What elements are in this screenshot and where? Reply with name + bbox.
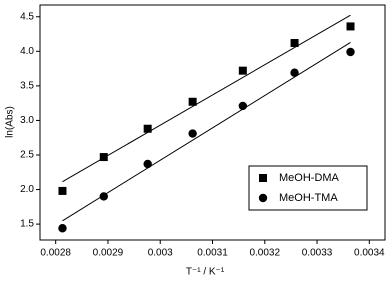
marker-square xyxy=(58,186,67,195)
x-tick-label: 0.003 xyxy=(148,248,173,259)
y-axis-label: ln(Abs) xyxy=(5,106,16,138)
x-tick-label: 0.0028 xyxy=(40,248,71,259)
marker-circle xyxy=(99,192,108,201)
marker-square xyxy=(188,97,197,106)
x-axis-label: T⁻¹ / K⁻¹ xyxy=(186,267,225,278)
marker-circle xyxy=(188,129,197,138)
x-tick-label: 0.0029 xyxy=(93,248,124,259)
fit-line xyxy=(62,14,351,183)
marker-circle xyxy=(258,193,268,203)
x-tick-label: 0.0031 xyxy=(197,248,228,259)
marker-circle xyxy=(290,68,299,77)
marker-circle xyxy=(238,101,248,111)
x-tick-label: 0.0033 xyxy=(302,248,333,259)
y-tick-label: 4.0 xyxy=(20,46,34,57)
marker-square xyxy=(143,124,152,133)
marker-circle xyxy=(58,224,67,233)
y-tick-label: 3.5 xyxy=(20,81,34,92)
x-tick-label: 0.0034 xyxy=(354,248,385,259)
x-tick-label: 0.0032 xyxy=(249,248,280,259)
marker-square xyxy=(346,22,355,31)
y-tick-label: 1.5 xyxy=(20,219,34,230)
fit-line xyxy=(62,42,351,222)
legend-label: MeOH-DMA xyxy=(279,172,340,184)
marker-square xyxy=(99,153,108,162)
marker-square xyxy=(259,174,267,182)
legend-label: MeOH-TMA xyxy=(279,192,338,204)
marker-circle xyxy=(143,159,152,169)
y-tick-label: 2.5 xyxy=(20,150,34,161)
marker-square xyxy=(238,66,247,75)
marker-square xyxy=(290,39,299,48)
legend-box xyxy=(248,165,368,211)
y-tick-label: 2.0 xyxy=(20,184,34,195)
y-tick-label: 4.5 xyxy=(20,11,34,22)
y-tick-label: 3.0 xyxy=(20,115,34,126)
marker-circle xyxy=(346,47,355,57)
